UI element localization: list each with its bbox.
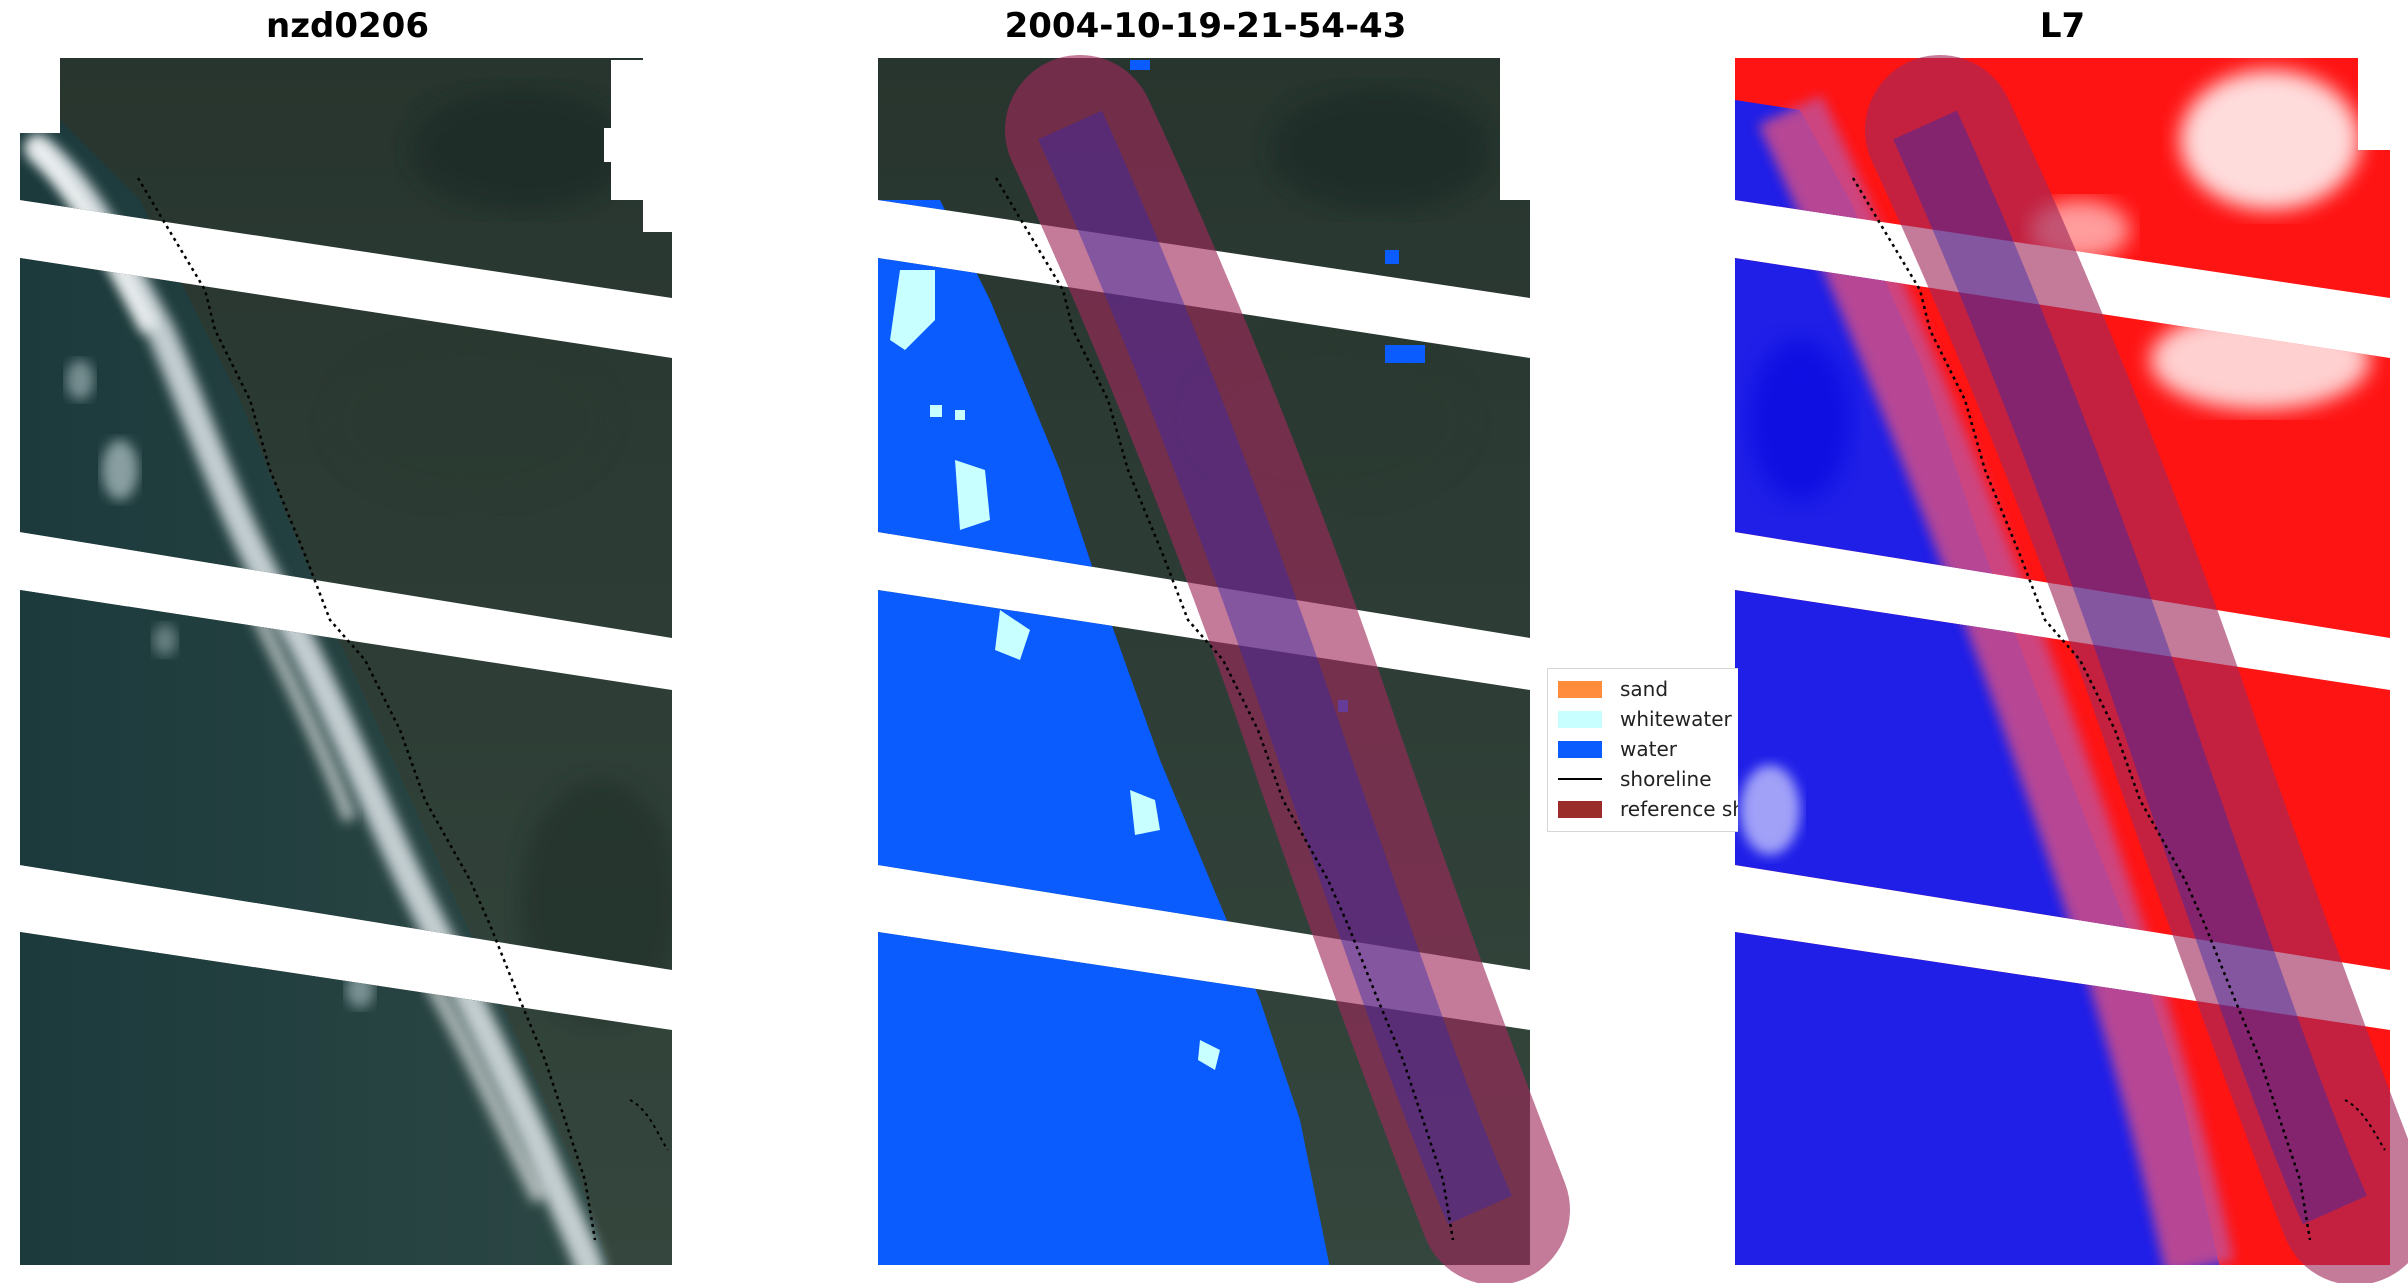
legend-swatch-reference-buffer xyxy=(1558,800,1602,818)
legend-item-water: water xyxy=(1558,737,1677,761)
legend-swatch-water xyxy=(1558,740,1602,758)
legend-label-shoreline: shoreline xyxy=(1620,767,1712,791)
legend-item-reference-buffer: reference shoreline buffer xyxy=(1558,797,1738,821)
panel-title-index: L7 xyxy=(2039,6,2086,46)
legend-item-shoreline: shoreline xyxy=(1558,767,1712,791)
legend-line-shoreline xyxy=(1558,778,1602,780)
legend-label-sand: sand xyxy=(1620,677,1669,701)
reference-shoreline-buffer-index xyxy=(1865,55,2408,1283)
legend: sand whitewater water shoreline referenc… xyxy=(1547,668,1738,832)
shoreline-line-rgb xyxy=(136,177,597,1241)
legend-swatch-whitewater xyxy=(1558,710,1602,728)
rgb-satellite-image xyxy=(20,58,672,1265)
legend-item-sand: sand xyxy=(1558,677,1668,701)
legend-label-water: water xyxy=(1620,737,1677,761)
legend-label-reference-buffer: reference shoreline buffer xyxy=(1620,797,1738,821)
panel-title-classified: 2004-10-19-21-54-43 xyxy=(1004,6,1407,46)
panel-title-rgb: nzd0206 xyxy=(266,6,429,46)
legend-item-whitewater: whitewater xyxy=(1558,707,1732,731)
legend-label-whitewater: whitewater xyxy=(1620,707,1732,731)
legend-swatch-sand xyxy=(1558,680,1602,698)
shoreline-line-index xyxy=(1851,177,2312,1241)
reference-shoreline-buffer-classified xyxy=(1005,55,1570,1283)
shoreline-line-classified xyxy=(994,177,1455,1241)
